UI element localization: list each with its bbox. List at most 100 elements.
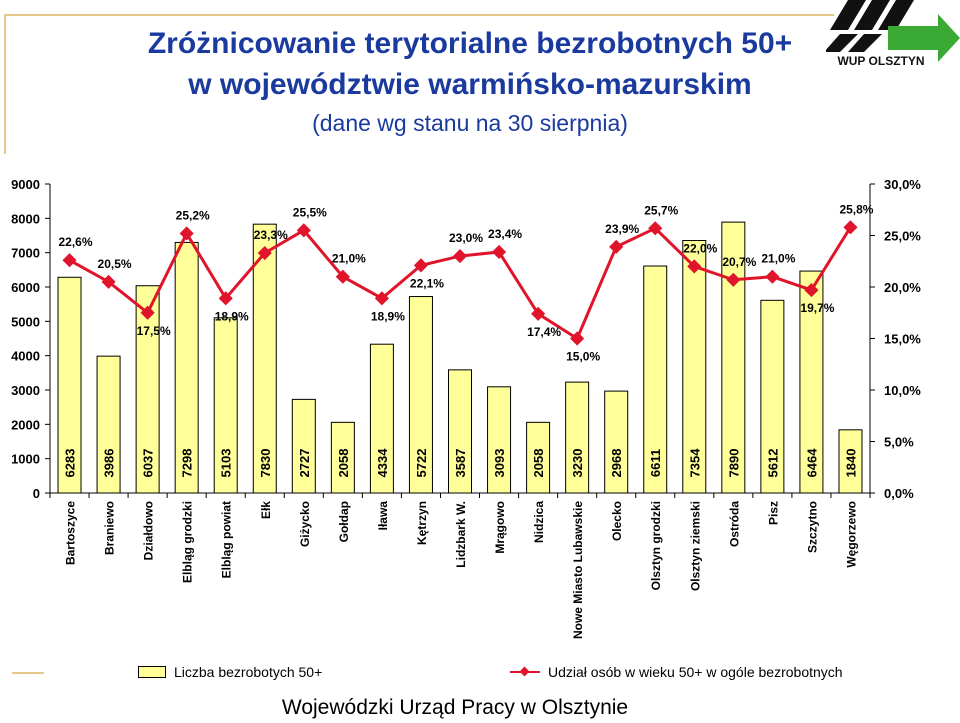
legend-decorative-line [12,672,44,674]
bar [760,299,785,494]
bar [57,276,82,494]
line-point [843,220,858,235]
line-point [62,253,77,268]
line-value-label: 17,5% [137,324,171,338]
x-tick-label: Gołdap [337,501,351,542]
x-tick-label: Lidzbark W. [454,501,468,568]
x-tick-label: Bartoszyce [64,501,78,565]
bar-value-label: 7890 [726,449,741,478]
legend-bar-label: Liczba bezrobotych 50+ [174,664,323,680]
legend-line-label: Udział osób w wieku 50+ w ogóle bezrobot… [548,664,843,680]
bar-value-label: 6283 [63,449,78,478]
y-right-tick-label: 25,0% [884,229,921,244]
legend-bar-swatch [138,666,166,678]
frame-vertical-line [4,14,6,154]
line-value-label: 21,0% [332,252,366,266]
x-tick-label: Iława [376,501,390,531]
x-tick-label: Giżycko [298,501,312,547]
line-point [452,249,468,264]
bar-value-label: 5722 [414,449,429,478]
y-right-tick-label: 20,0% [884,280,921,295]
line-point [335,269,350,284]
y-right-tick-label: 15,0% [884,332,921,347]
bar [565,381,590,494]
y-left-tick-label: 6000 [11,280,40,295]
bar [487,386,512,494]
x-tick-label: Elbląg grodzki [181,501,195,583]
y-left-tick-label: 2000 [11,417,40,432]
line-point [531,306,546,321]
bar [721,221,746,494]
x-tick-label: Braniewo [103,501,117,555]
line-value-label: 18,9% [371,309,405,323]
y-left-tick-label: 8000 [11,211,40,226]
x-tick-label: Mrągowo [493,501,507,554]
line-value-label: 15,0% [566,350,600,364]
line-point [648,221,663,236]
x-tick-label: Olsztyn grodzki [649,501,663,590]
x-tick-label: Olecko [610,501,624,541]
y-right-tick-label: 30,0% [884,177,921,192]
line-point [257,245,272,261]
x-tick-label: Kętrzyn [415,501,429,545]
x-tick-label: Nowe Miasto Lubawskie [571,501,585,639]
bar [682,240,707,494]
line-point [491,244,507,260]
bar-value-label: 7830 [258,449,273,478]
bar [408,296,433,494]
x-tick-label: Węgorzewo [844,501,858,568]
line-value-label: 22,6% [59,235,93,249]
y-left-tick-label: 1000 [11,452,40,467]
x-tick-label: Ostróda [727,501,741,547]
bar-value-label: 7354 [687,448,702,478]
x-tick-label: Elbląg powiat [220,501,234,578]
line-value-label: 23,0% [449,231,483,245]
line-point [140,305,155,320]
bar-value-label: 6464 [804,448,819,478]
line-value-label: 18,9% [215,309,249,323]
bar [135,285,160,494]
line-value-label: 23,9% [605,222,639,236]
frame-horizontal-line [4,14,834,16]
y-left-tick-label: 3000 [11,383,40,398]
x-tick-label: Pisz [766,501,780,525]
bar [252,223,277,494]
bar-value-label: 5103 [219,449,234,478]
y-left-tick-label: 4000 [11,349,40,364]
bar-value-label: 7298 [180,449,195,478]
line-point [413,258,429,273]
bar-value-label: 3986 [102,449,117,478]
header-frame [0,0,960,160]
line-point [609,239,624,254]
line-point [570,331,585,346]
bar-value-label: 6037 [141,449,156,478]
bar-value-label: 3230 [570,449,585,478]
y-right-tick-label: 5,0% [884,435,914,450]
y-left-tick-label: 0 [33,486,40,501]
bar-value-label: 3093 [492,449,507,478]
line-value-label: 23,3% [254,228,288,242]
line-value-label: 21,0% [761,252,795,266]
bar [96,355,121,494]
bar-value-label: 2058 [531,449,546,478]
bar-value-label: 5612 [765,449,780,478]
line-point [765,269,780,284]
bar [291,398,316,494]
bar [838,429,863,494]
line-value-label: 25,8% [839,202,873,216]
bar [448,369,472,494]
bar [799,270,824,494]
y-right-tick-label: 10,0% [884,383,921,398]
x-tick-label: Olsztyn ziemski [688,501,702,591]
bar-value-label: 3587 [453,449,468,478]
chart-title-line1: Zróżnicowanie terytorialne bezrobotnych … [147,27,793,60]
line-point [179,226,194,241]
line-point [804,283,819,298]
chart-subtitle: (dane wg stanu na 30 sierpnia) [312,110,628,136]
bar-value-label: 6611 [648,449,663,477]
y-right-tick-label: 0,0% [884,486,914,501]
line-point [374,291,389,306]
bar [174,241,199,494]
bar-value-label: 4334 [375,448,390,478]
line-point [218,291,233,306]
